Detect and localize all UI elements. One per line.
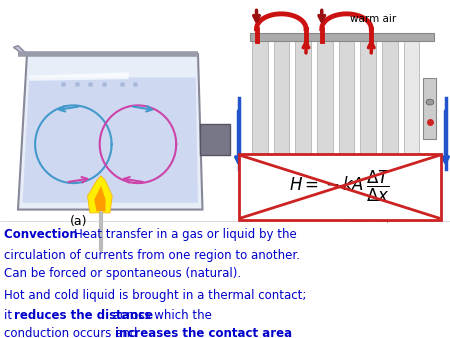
Polygon shape [29, 72, 129, 81]
Circle shape [426, 99, 434, 105]
Text: conduction occurs and: conduction occurs and [4, 328, 142, 338]
Text: reduces the distance: reduces the distance [14, 309, 153, 321]
Polygon shape [382, 41, 398, 203]
Text: Hot and cold liquid is brought in a thermal contact;: Hot and cold liquid is brought in a ther… [4, 289, 307, 302]
Polygon shape [22, 77, 198, 203]
Polygon shape [94, 186, 105, 211]
Bar [423, 78, 436, 139]
Text: circulation of currents from one region to another.: circulation of currents from one region … [4, 249, 301, 262]
Polygon shape [200, 124, 230, 155]
Text: cool air: cool air [354, 206, 393, 216]
Polygon shape [18, 54, 202, 210]
Polygon shape [274, 41, 289, 203]
Polygon shape [252, 41, 268, 203]
Polygon shape [339, 41, 354, 203]
Text: Can be forced or spontaneous (natural).: Can be forced or spontaneous (natural). [4, 267, 242, 280]
Bar [250, 33, 434, 41]
Text: Precision Graphics: Precision Graphics [345, 218, 402, 223]
Polygon shape [14, 46, 27, 54]
Text: .: . [234, 328, 238, 338]
Polygon shape [87, 176, 112, 213]
Text: Heat transfer in a gas or liquid by the: Heat transfer in a gas or liquid by the [74, 228, 297, 241]
Bar [250, 206, 434, 220]
FancyBboxPatch shape [238, 154, 441, 220]
Text: it: it [4, 309, 16, 321]
Text: (a): (a) [70, 215, 87, 227]
Polygon shape [295, 41, 311, 203]
Text: warm air: warm air [351, 14, 396, 24]
Text: Convection -: Convection - [4, 228, 91, 241]
Text: $H = -kA\,\dfrac{\Delta T}{\Delta x}$: $H = -kA\,\dfrac{\Delta T}{\Delta x}$ [289, 169, 391, 204]
Polygon shape [360, 41, 376, 203]
Text: increases the contact area: increases the contact area [115, 328, 292, 338]
Text: across which the: across which the [109, 309, 212, 321]
Polygon shape [317, 41, 333, 203]
Polygon shape [404, 41, 419, 203]
